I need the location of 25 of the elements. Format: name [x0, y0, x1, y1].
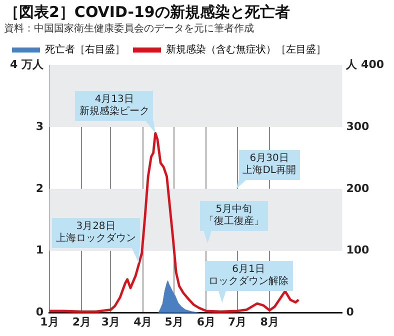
chart-subtitle: 資料：中国国家衛生健康委員会のデータを元に筆者作成	[4, 22, 254, 35]
x-tick-label: 2月	[72, 315, 91, 328]
y-tick-label: 2	[36, 182, 44, 195]
legend-label: 新規感染（含む無症状）［左目盛］	[166, 44, 326, 56]
y-tick-label: 1	[36, 244, 44, 257]
annotation: 6月1日ロックダウン解除	[204, 260, 293, 291]
annotation: 5月中旬「復工復産」	[200, 201, 268, 232]
x-tick-label: 7月	[228, 315, 247, 328]
annotation: 4月13日新規感染ピーク	[75, 91, 154, 122]
annotation: 3月28日上海ロックダウン	[52, 218, 140, 248]
x-tick-label: 4月	[134, 315, 152, 328]
legend-label: 死亡者［右目盛］	[45, 44, 125, 56]
x-tick-label: 6月	[196, 315, 216, 328]
y-tick-label: 4 万人	[10, 58, 44, 71]
y2-tick-label: 200	[346, 182, 370, 195]
chart-title: ［図表2］COVID-19の新規感染と死亡者	[4, 2, 290, 21]
annotation: 6月30日上海DL再開	[238, 150, 300, 180]
x-tick-label: 8月	[260, 315, 279, 328]
x-tick-label: 5月	[164, 315, 184, 328]
y2-tick-label: 300	[346, 120, 370, 133]
y2-tick-label: 0	[346, 306, 354, 319]
y-tick-label: 3	[36, 120, 44, 133]
x-tick-label: 3月	[101, 315, 120, 328]
y2-tick-label: 人 400	[345, 58, 384, 71]
y2-tick-label: 100	[346, 244, 370, 257]
